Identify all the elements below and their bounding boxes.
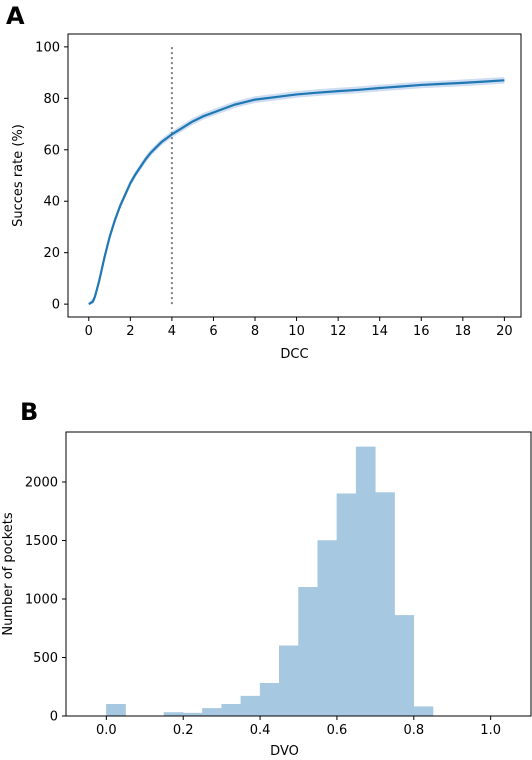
panel-b-ytick-label: 500 — [33, 651, 58, 666]
panel-a-ytick-label: 20 — [43, 246, 60, 261]
panel-a-xtick-label: 14 — [371, 324, 388, 339]
panel-b-bar — [279, 645, 299, 717]
panel-a-band — [88, 76, 505, 305]
panel-a-ytick-label: 80 — [43, 92, 60, 107]
panel-a-letter: A — [6, 2, 25, 30]
panel-b-bar — [394, 615, 415, 717]
panel-b-ylabel: Number of pockets — [1, 512, 16, 636]
panel-a-ytick-label: 60 — [43, 143, 60, 158]
panel-b-xtick-label: 0.2 — [173, 723, 194, 738]
panel-b-ytick-label: 1500 — [25, 534, 58, 549]
panel-a-ytick-label: 100 — [35, 40, 60, 55]
panel-b-xtick-label: 0.6 — [327, 723, 348, 738]
panel-b-bar — [221, 704, 242, 717]
panel-b-xtick-label: 0.8 — [403, 723, 424, 738]
panel-a-xtick-label: 0 — [85, 324, 93, 339]
panel-b-ytick-label: 2000 — [25, 476, 58, 491]
panel-a-xtick-label: 4 — [168, 324, 176, 339]
panel-b-bar — [355, 446, 376, 717]
panel-b-bar — [163, 712, 184, 717]
panel-a-ytick-label: 40 — [43, 195, 60, 210]
panel-b-bar — [106, 704, 126, 717]
panel-b-bar — [336, 493, 357, 717]
panel-b-bar — [202, 708, 222, 717]
panel-b-bar — [375, 492, 395, 717]
panel-b-letter: B — [20, 398, 38, 426]
panel-b-xtick-label: 0.4 — [250, 723, 271, 738]
panel-b-ytick-label: 0 — [50, 710, 58, 725]
panel-a-series-line — [88, 79, 505, 306]
panel-a: A 0 2 4 6 8 10 12 14 16 18 20 0 20 40 60 80 100 DCC Succes… — [6, 2, 522, 362]
panel-b-ytick-label: 1000 — [25, 593, 58, 608]
panel-a-xtick-label: 2 — [126, 324, 134, 339]
panel-b-xtick-label: 0.0 — [96, 723, 117, 738]
panel-a-xtick-label: 6 — [209, 324, 217, 339]
panel-a-frame — [67, 33, 522, 318]
panel-a-xlabel: DCC — [280, 347, 308, 362]
panel-a-ytick-label: 0 — [52, 298, 60, 313]
panel-a-xtick-label: 16 — [413, 324, 430, 339]
panel-b-bar — [298, 587, 318, 717]
panel-b-bar — [413, 706, 434, 717]
panel-a-xtick-label: 10 — [288, 324, 305, 339]
panel-b-xtick-label: 1.0 — [480, 723, 501, 738]
panel-b-bar — [240, 695, 261, 717]
panel-b-frame — [65, 431, 532, 717]
panel-b-bar — [259, 682, 280, 717]
panel-b-bar — [317, 540, 338, 717]
panel-a-ylabel: Succes rate (%) — [11, 124, 26, 227]
panel-b: B 0.0 0.2 0.4 0.6 0.8 1.0 0 500 1000 1500 2000 DVO N… — [1, 398, 532, 759]
panel-a-xtick-label: 18 — [455, 324, 472, 339]
panel-a-xtick-label: 8 — [251, 324, 259, 339]
panel-b-xlabel: DVO — [270, 744, 299, 756]
panel-a-xtick-label: 20 — [496, 324, 513, 339]
panel-a-xtick-label: 12 — [330, 324, 347, 339]
